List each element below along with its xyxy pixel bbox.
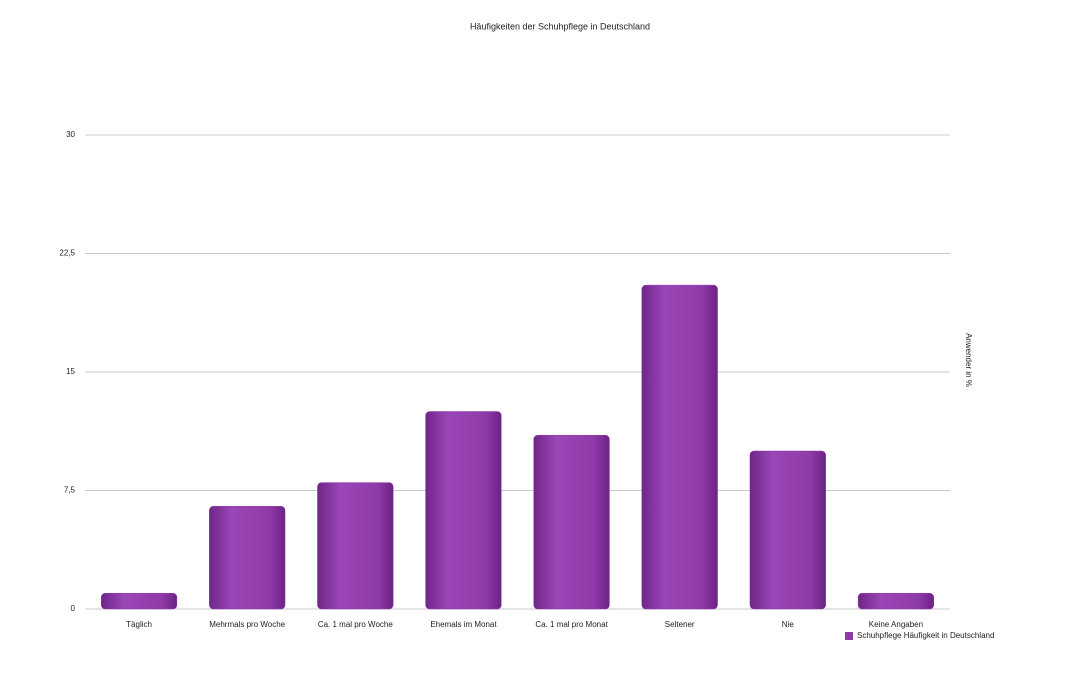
x-tick-label: Täglich [126, 620, 152, 629]
y-tick-label: 15 [66, 367, 75, 376]
y-axis-title: Anwender in % [964, 333, 973, 387]
x-tick-label: Keine Angaben [869, 620, 923, 629]
x-tick-label: Mehrmals pro Woche [209, 620, 285, 629]
legend-swatch [845, 632, 853, 640]
x-tick-label: Seltener [665, 620, 695, 629]
chart-title: Häufigkeiten der Schuhpflege in Deutschl… [470, 21, 650, 31]
legend-label: Schuhpflege Häufigkeit in Deutschland [857, 631, 994, 640]
y-tick-label: 30 [66, 130, 75, 139]
y-tick-label: 22,5 [59, 249, 75, 258]
y-tick-label: 0 [71, 604, 76, 613]
y-tick-label: 7,5 [64, 486, 76, 495]
bar [317, 482, 394, 610]
bar [857, 592, 935, 610]
bar [100, 592, 178, 610]
bar [533, 434, 610, 610]
bar [749, 450, 826, 610]
x-tick-label: Ca. 1 mal pro Woche [318, 620, 394, 629]
x-tick-label: Ca. 1 mal pro Monat [535, 620, 608, 629]
bar [209, 506, 286, 610]
bar [641, 284, 718, 610]
x-tick-label: Ehemals im Monat [430, 620, 497, 629]
x-tick-label: Nie [782, 620, 795, 629]
bar [425, 411, 502, 610]
